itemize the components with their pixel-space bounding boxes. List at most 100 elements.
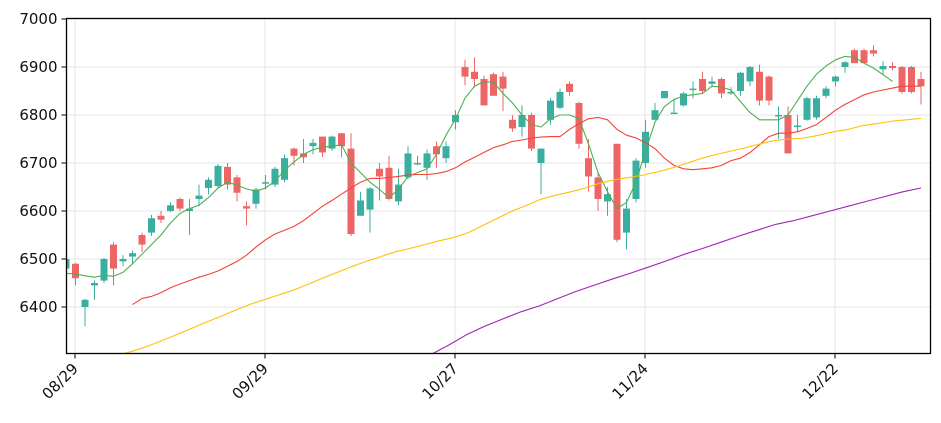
- candle: [746, 66, 754, 87]
- x-tick-label: 09/29: [229, 360, 272, 403]
- candle: [471, 57, 478, 88]
- candle-body: [822, 88, 830, 96]
- candle-body: [594, 177, 602, 199]
- candle-body: [727, 91, 735, 94]
- candle: [300, 139, 307, 163]
- candle: [157, 211, 165, 223]
- candle: [727, 87, 735, 95]
- candle: [214, 163, 222, 188]
- candle: [499, 71, 507, 112]
- candle: [167, 202, 174, 212]
- candle-body: [138, 235, 146, 245]
- candle-body: [499, 76, 507, 89]
- candle: [756, 64, 763, 106]
- candle-body: [556, 91, 564, 108]
- candle-body: [708, 81, 716, 84]
- candle-body: [186, 208, 193, 211]
- candle: [176, 197, 184, 211]
- candle: [442, 141, 450, 163]
- candle-body: [357, 200, 364, 216]
- candle-body: [623, 208, 630, 233]
- candle: [822, 86, 830, 99]
- candle-body: [129, 253, 136, 257]
- candle: [803, 96, 811, 121]
- candle: [879, 61, 887, 75]
- candle: [224, 163, 231, 190]
- candle-body: [252, 189, 260, 204]
- y-tick-label: 6500: [19, 250, 57, 268]
- candle-body: [309, 142, 317, 147]
- candle-body: [385, 167, 393, 199]
- x-tick-label: 12/22: [799, 360, 842, 403]
- candle-body: [803, 98, 811, 120]
- candle: [708, 76, 716, 88]
- x-tick-label: 11/24: [609, 360, 652, 403]
- candle-body: [661, 91, 668, 99]
- candle-body: [689, 88, 697, 91]
- candle-body: [423, 153, 431, 168]
- candle-body: [461, 67, 469, 77]
- candle: [509, 115, 516, 132]
- plot-frame: [65, 17, 932, 355]
- y-tick-label: 6600: [19, 202, 57, 220]
- candle: [366, 187, 374, 233]
- candle: [81, 298, 89, 327]
- candle: [271, 166, 279, 187]
- candle-body: [851, 50, 858, 64]
- candle-body: [917, 79, 925, 87]
- y-tick-label: 6900: [19, 58, 57, 76]
- candle-body: [547, 100, 554, 120]
- candle: [813, 95, 820, 120]
- candle: [908, 66, 915, 94]
- candle-body: [205, 179, 212, 188]
- candle: [129, 250, 136, 264]
- candle: [395, 168, 402, 206]
- candle: [841, 61, 849, 73]
- candle-body: [100, 259, 108, 281]
- candle-body: [908, 67, 915, 92]
- candle: [414, 155, 421, 166]
- candle-body: [271, 168, 279, 185]
- candle: [262, 175, 269, 190]
- candle: [651, 103, 659, 120]
- candle: [765, 75, 773, 106]
- candle: [480, 75, 488, 106]
- candle-body: [376, 168, 383, 177]
- candle: [376, 163, 383, 201]
- candle: [784, 106, 792, 154]
- candle-body: [110, 244, 117, 269]
- candle-body: [737, 72, 744, 91]
- candle: [328, 135, 336, 151]
- candle-body: [879, 66, 887, 70]
- candle-body: [214, 165, 222, 187]
- candle: [243, 201, 250, 226]
- candle: [898, 66, 906, 94]
- candle: [699, 71, 706, 94]
- candle: [566, 81, 573, 96]
- candle-body: [860, 50, 868, 64]
- candle-body: [784, 115, 792, 154]
- candle-body: [281, 158, 288, 180]
- candle: [281, 154, 288, 183]
- candle-body: [537, 148, 545, 163]
- candle-body: [224, 166, 231, 185]
- moving-average-lines: [66, 55, 922, 354]
- candle: [794, 115, 801, 132]
- candle-body: [442, 146, 450, 159]
- ma-longest-line: [431, 187, 922, 354]
- candle-body: [262, 182, 269, 184]
- candle: [110, 242, 117, 286]
- candle-body: [167, 205, 174, 211]
- candle-body: [366, 188, 374, 210]
- candle-body: [642, 131, 649, 163]
- candle-body: [404, 153, 412, 178]
- candle: [680, 91, 687, 107]
- candle-body: [490, 74, 497, 96]
- candle: [585, 139, 592, 192]
- candle: [556, 88, 564, 110]
- candle-body: [870, 50, 877, 54]
- candle: [689, 81, 697, 99]
- candle-body: [72, 263, 79, 279]
- candle-body: [613, 143, 621, 240]
